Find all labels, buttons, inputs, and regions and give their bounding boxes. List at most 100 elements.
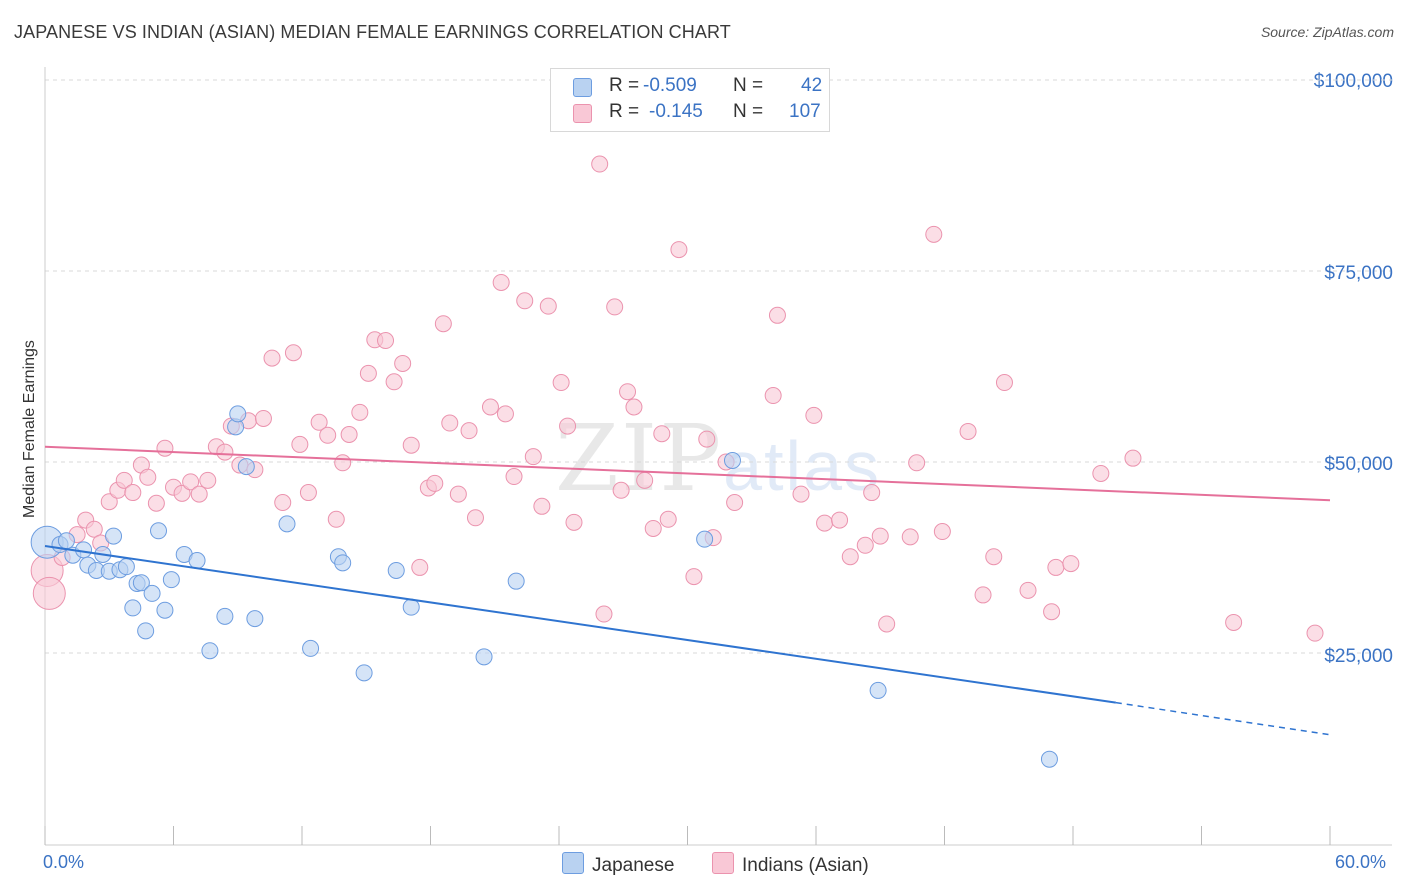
indians-point <box>402 436 420 454</box>
indians-point <box>466 509 484 527</box>
legend-item-japanese: Japanese <box>562 852 674 877</box>
chart-title: JAPANESE VS INDIAN (ASIAN) MEDIAN FEMALE… <box>14 22 731 42</box>
japanese-point <box>137 622 155 640</box>
japanese-trend-extension <box>1115 701 1331 736</box>
y-axis-label: Median Female Earnings <box>21 340 38 518</box>
watermark: ZIPatlas <box>555 405 881 512</box>
japanese-point <box>105 527 123 545</box>
indians-trend-line <box>44 445 1331 502</box>
indians-point <box>115 471 133 489</box>
legend-item-indians: Indians (Asian) <box>712 852 869 877</box>
indians-point <box>565 513 583 531</box>
indians-point <box>925 225 943 243</box>
japanese-point <box>869 681 887 699</box>
indians-point <box>816 514 834 532</box>
indians-point <box>974 586 992 604</box>
japanese-point <box>150 522 168 540</box>
indians-point <box>685 568 703 586</box>
indians-point <box>1225 613 1243 631</box>
indians-point <box>190 485 208 503</box>
indians-point <box>449 485 467 503</box>
indians-point <box>533 497 551 515</box>
indians-point <box>100 493 118 511</box>
legend-n-value: 42 <box>801 75 823 96</box>
japanese-point <box>156 601 174 619</box>
indians-point <box>284 344 302 362</box>
indians-point <box>625 398 643 416</box>
indians-point <box>1062 555 1080 573</box>
japanese-point <box>132 574 150 592</box>
indians-point <box>147 494 165 512</box>
indians-point <box>351 403 369 421</box>
indians-point <box>394 354 412 372</box>
indians-point <box>85 520 103 538</box>
indians-point <box>606 298 624 316</box>
indians-point <box>933 523 951 541</box>
indians-point <box>559 417 577 435</box>
indians-point <box>1124 449 1142 467</box>
legend-r-value: -0.509 <box>643 75 697 96</box>
japanese-point <box>723 451 741 469</box>
indians-point <box>863 484 881 502</box>
y-tick-label: $100,000 <box>1314 71 1393 92</box>
japanese-point <box>216 607 234 625</box>
indians-point <box>595 605 613 623</box>
japanese-point <box>57 532 75 550</box>
indians-point <box>434 315 452 333</box>
japanese-point <box>334 554 352 572</box>
japanese-point <box>246 610 264 628</box>
indians-point <box>334 454 352 472</box>
indians-point <box>619 383 637 401</box>
indians-point <box>856 536 874 554</box>
y-tick-label: $25,000 <box>1324 646 1393 667</box>
legend-r-label: R = <box>609 75 640 96</box>
correlation-legend: R = -0.509 N = 42 R = -0.145 N = 107 <box>550 68 830 132</box>
japanese-point <box>162 571 180 589</box>
indians-point <box>310 413 328 431</box>
indians-point <box>299 484 317 502</box>
indians-point <box>524 448 542 466</box>
indians-point <box>959 422 977 440</box>
indians-legend-swatch <box>712 852 734 874</box>
legend-r-value: -0.145 <box>649 101 703 122</box>
indians-point <box>1019 581 1037 599</box>
indians-point <box>173 484 191 502</box>
x-tick-label-max: 60.0% <box>1335 852 1387 872</box>
indians-point <box>460 422 478 440</box>
indians-point <box>831 511 849 529</box>
indians-point <box>985 548 1003 566</box>
indians-point <box>340 425 358 443</box>
japanese-point <box>696 530 714 548</box>
japanese-point <box>302 639 320 657</box>
y-axis-label-wrap: Median Female Earnings <box>16 280 46 580</box>
indians-point <box>199 471 217 489</box>
indians-point <box>156 439 174 457</box>
x-tick-label-min: 0.0% <box>43 852 85 872</box>
indians-point <box>636 471 654 489</box>
watermark-zip: ZIP <box>555 405 724 512</box>
legend-n-label: N = <box>733 101 764 122</box>
indians-point <box>726 493 744 511</box>
indians-point <box>385 373 403 391</box>
japanese-point <box>143 584 161 602</box>
indians-point <box>359 364 377 382</box>
japanese-legend-swatch <box>562 852 584 874</box>
indians-point <box>139 468 157 486</box>
indians-point <box>124 484 142 502</box>
indians-point <box>878 615 896 633</box>
indians-point <box>441 414 459 432</box>
japanese-point <box>355 664 373 682</box>
japanese-point <box>402 598 420 616</box>
source-label: Source: ZipAtlas.com <box>1260 24 1394 40</box>
indians-point <box>792 485 810 503</box>
indians-point <box>496 405 514 423</box>
indians-point <box>492 273 510 291</box>
indians-point <box>539 297 557 315</box>
indians-point <box>768 306 786 324</box>
indians-point <box>698 430 716 448</box>
indians-point <box>653 425 671 443</box>
indians-point <box>263 349 281 367</box>
indians-point <box>612 481 630 499</box>
indians-point <box>411 558 429 576</box>
